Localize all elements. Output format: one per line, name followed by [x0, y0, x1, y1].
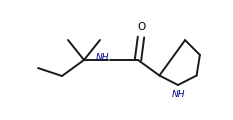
- Text: NH: NH: [96, 54, 109, 63]
- Text: O: O: [138, 22, 146, 32]
- Text: NH: NH: [171, 90, 185, 99]
